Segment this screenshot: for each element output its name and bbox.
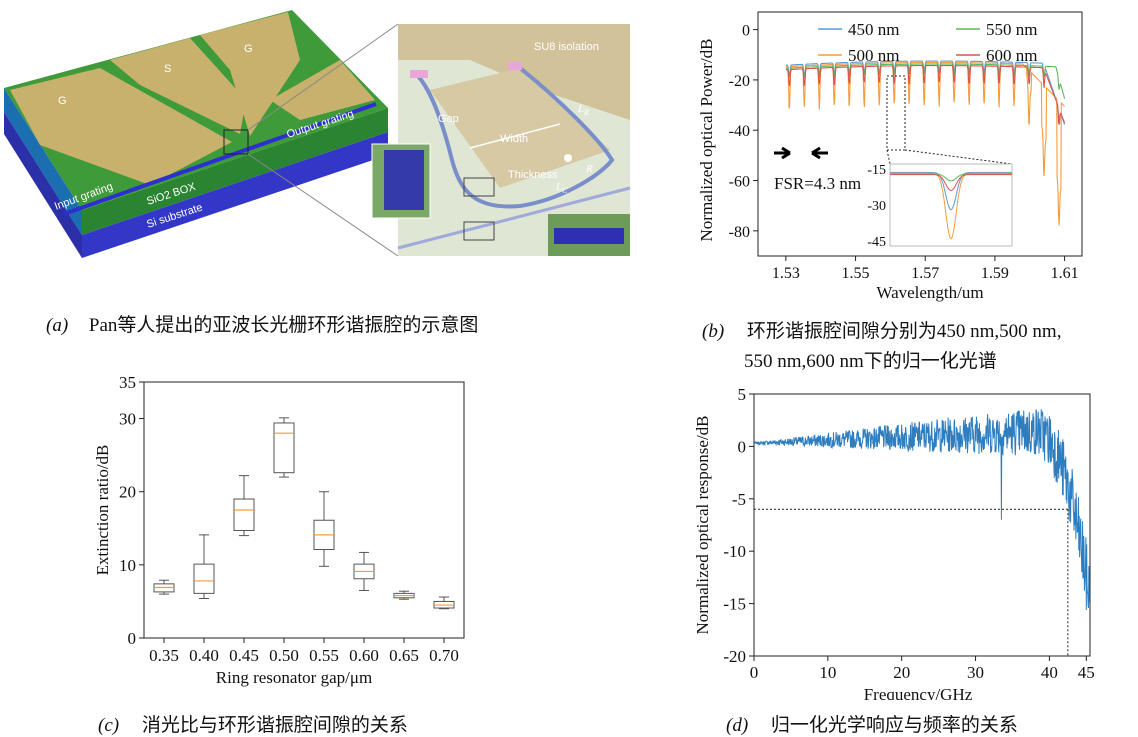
x-tick-label: 1.59 <box>981 265 1009 282</box>
caption-d-label: (d) <box>726 715 749 736</box>
y-tick-label: -20 <box>729 73 750 90</box>
y-tick-label: -10 <box>723 542 746 561</box>
y-tick-label: 0 <box>738 437 747 456</box>
inset-y-tick-label: -15 <box>867 163 886 178</box>
x-tick-label: 20 <box>893 663 910 682</box>
electrode-pads <box>10 12 375 185</box>
x-axis-label: Wavelength/um <box>876 283 983 302</box>
frequency-response-chart: 0 10 20 30 40 4550-5-10-15-20Frequency/GHzNor… <box>693 385 1095 700</box>
box-body <box>233 498 255 531</box>
y-tick-label: 20 <box>119 483 136 502</box>
y-tick-label: 0 <box>128 629 137 648</box>
y-tick-label: 30 <box>119 410 136 429</box>
x-tick-label: 0.35 <box>149 646 179 665</box>
inset-connector-right <box>904 149 1013 165</box>
x-tick-label: 45 <box>1078 663 1095 682</box>
grating-closeup-1 <box>384 150 424 210</box>
plot-frame <box>757 11 1083 257</box>
y-tick-label: -60 <box>729 174 750 191</box>
series-line-2 <box>785 63 1066 99</box>
y-axis-label: Normalized optical response/dB <box>693 415 712 634</box>
y-tick-label: 0 <box>742 23 750 40</box>
x-tick-label: 10 <box>819 663 836 682</box>
caption-a: (a) Pan等人提出的亚波长光栅环形谐振腔的示意图 <box>46 310 478 337</box>
x-axis-label: Frequency/GHz <box>864 685 973 700</box>
x-tick-label: 0.50 <box>269 646 299 665</box>
caption-c-text: 消光比与环形谐振腔间隙的关系 <box>141 715 408 736</box>
lr-label: LR <box>577 103 589 117</box>
y-tick-label: -20 <box>723 647 746 666</box>
y-tick-label: -5 <box>732 490 746 509</box>
legend-label-3: 600 nm <box>986 46 1037 65</box>
caption-c: (c) 消光比与环形谐振腔间隙的关系 <box>98 710 408 737</box>
inset-series-line-0 <box>890 171 1012 211</box>
inset-series-line-2 <box>890 173 1012 182</box>
inset-series-line-3 <box>890 174 1012 192</box>
device-schematic: G S G Output grating Input grating SiO2 … <box>4 10 631 258</box>
response-line <box>753 409 1090 611</box>
pad-label-g2: G <box>244 43 253 55</box>
y-tick-label: 5 <box>738 385 747 404</box>
legend-label-0: 450 nm <box>848 20 899 39</box>
caption-b-label: (b) <box>702 321 725 342</box>
series-line-3 <box>785 65 1066 125</box>
fsr-arrow-left <box>774 146 791 160</box>
su8-isolation-label: SU8 isolation <box>534 41 599 53</box>
x-tick-label: 1.53 <box>772 265 800 282</box>
x-tick-label: 1.61 <box>1051 265 1079 282</box>
x-tick-label: 30 <box>967 663 984 682</box>
pad-label-s: S <box>164 63 171 75</box>
x-tick-label: 1.57 <box>911 265 939 282</box>
inset-y-tick-label: -45 <box>867 235 886 250</box>
caption-b-line1: 环形谐振腔间隙分别为450 nm,500 nm, <box>746 321 1062 342</box>
caption-b-2: 550 nm,600 nm下的归一化光谱 <box>744 346 997 373</box>
y-tick-label: -40 <box>729 123 750 140</box>
caption-d-text: 归一化光学响应与频率的关系 <box>770 715 1018 736</box>
x-tick-label: 0.40 <box>189 646 219 665</box>
x-tick-label: 0.65 <box>389 646 419 665</box>
lc-label: LC <box>555 181 568 195</box>
fsr-arrow-right <box>811 146 828 160</box>
box-body <box>193 563 215 594</box>
caption-a-label: (a) <box>46 315 69 336</box>
pad-label-g1: G <box>58 95 67 107</box>
y-tick-label: -80 <box>729 224 750 241</box>
x-tick-label: 0 <box>750 663 759 682</box>
x-tick-label: 0.55 <box>309 646 339 665</box>
spectrum-chart: 1.53 1.55 1.57 1.59 1.61 0 -20 -40 -60 -80 Wavelen… <box>697 11 1083 302</box>
gap-label: Gap <box>438 113 459 125</box>
y-axis-label: Extinction ratio/dB <box>93 445 112 576</box>
inset-series-line-1 <box>890 172 1012 240</box>
inset-connector-left <box>886 149 891 165</box>
y-axis-label: Normalized optical Power/dB <box>697 38 716 241</box>
caption-b: (b) 环形谐振腔间隙分别为450 nm,500 nm, <box>702 316 1061 343</box>
inset-frame <box>889 163 1013 247</box>
caption-d: (d) 归一化光学响应与频率的关系 <box>726 710 1018 737</box>
x-tick-label: 0.45 <box>229 646 259 665</box>
caption-b-line2: 550 nm,600 nm下的归一化光谱 <box>744 351 997 372</box>
r-label: R <box>585 163 593 175</box>
x-axis-label: Ring resonator gap/μm <box>216 668 372 687</box>
legend-label-2: 550 nm <box>986 20 1037 39</box>
extinction-boxplot: 0 10 20 30 35 0.35 0.40 0.45 0.50 0.55 0.60 0.65 0.7… <box>93 373 465 687</box>
thickness-label: Thickness <box>508 169 558 181</box>
caption-a-text: Pan等人提出的亚波长光栅环形谐振腔的示意图 <box>88 315 479 336</box>
y-tick-label: 35 <box>119 373 136 392</box>
caption-c-label: (c) <box>98 715 120 736</box>
plot-frame <box>753 393 1091 657</box>
fsr-label: FSR=4.3 nm <box>774 174 861 193</box>
x-tick-label: 0.70 <box>429 646 459 665</box>
x-tick-label: 1.55 <box>842 265 870 282</box>
y-tick-label: 10 <box>119 556 136 575</box>
plot-frame <box>143 381 465 639</box>
legend-label-1: 500 nm <box>848 46 899 65</box>
box-body <box>273 422 295 474</box>
y-tick-label: -15 <box>723 595 746 614</box>
inset-source-box <box>886 75 906 151</box>
inset-y-tick-label: -30 <box>867 199 886 214</box>
x-tick-label: 0.60 <box>349 646 379 665</box>
x-tick-label: 40 <box>1041 663 1058 682</box>
width-label: Width <box>500 133 528 145</box>
